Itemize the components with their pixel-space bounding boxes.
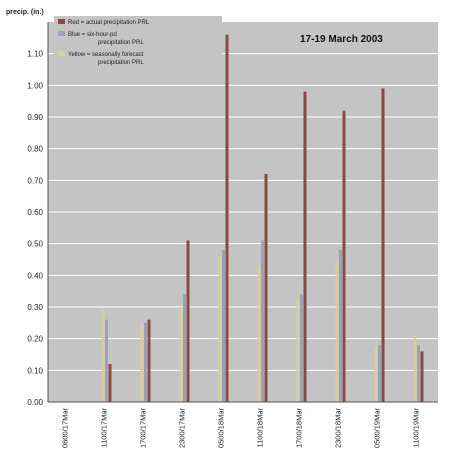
- legend-swatch: [58, 31, 65, 36]
- bars: [101, 34, 424, 403]
- bar: [378, 345, 381, 402]
- bar: [261, 240, 264, 402]
- bar: [264, 174, 268, 402]
- bar: [413, 335, 417, 402]
- legend-label: precipitation PRL: [98, 60, 144, 66]
- x-tick-label: 2300/17Mar: [178, 408, 187, 449]
- bar: [218, 256, 222, 402]
- bar: [300, 294, 303, 402]
- bar: [296, 297, 300, 402]
- bar: [339, 250, 342, 402]
- bar: [420, 351, 424, 402]
- y-tick-label: 0.60: [27, 208, 43, 217]
- y-tick-label: 0.70: [27, 176, 43, 185]
- bar: [179, 307, 183, 402]
- bar: [183, 294, 186, 402]
- bar: [186, 240, 190, 402]
- y-tick-label: 0.30: [27, 303, 43, 312]
- legend-label: Yellow = seasonally forecast: [68, 52, 144, 58]
- bar: [101, 310, 105, 402]
- chart-title: 17-19 March 2003: [300, 34, 383, 45]
- y-tick-label: 0.90: [27, 113, 43, 122]
- bar: [144, 322, 147, 402]
- legend: Red = actual precipitation PRL Blue = six…: [54, 16, 222, 68]
- y-tick-label: 0.80: [27, 145, 43, 154]
- bar: [335, 262, 339, 402]
- bar: [374, 348, 378, 402]
- y-tick-label: 1.00: [27, 81, 43, 90]
- legend-box: [54, 16, 222, 68]
- x-tick-label: 1700/17Mar: [139, 408, 148, 449]
- y-tick-label: 1.10: [27, 50, 43, 59]
- bar: [342, 110, 346, 403]
- bar: [381, 88, 385, 402]
- bar: [147, 319, 151, 402]
- x-tick-label: 1100/19Mar: [412, 408, 421, 448]
- x-tick-label: 0500/18Mar: [217, 408, 226, 449]
- x-tick-label: 0600/17Mar: [61, 408, 70, 449]
- x-tick-label: 1100/17Mar: [100, 408, 109, 448]
- y-tick-label: 0.20: [27, 335, 43, 344]
- y-tick-label: 0.40: [27, 271, 43, 280]
- bar: [140, 322, 144, 402]
- bar: [108, 364, 112, 402]
- x-tick-label: 1700/18Mar: [295, 408, 304, 449]
- x-tick-label: 1100/18Mar: [256, 408, 265, 448]
- bar: [222, 250, 225, 402]
- x-tick-labels: 0600/17Mar 1100/17Mar 1700/17Mar 2300/17Mar…: [61, 408, 421, 449]
- legend-swatch: [58, 51, 65, 56]
- axes: [47, 22, 438, 403]
- gridlines: [48, 53, 438, 371]
- y-axis-label: precip. (in.): [6, 9, 44, 16]
- y-tick-label: 0.00: [27, 398, 43, 407]
- bar: [225, 34, 229, 403]
- bar: [257, 265, 261, 402]
- y-tick-label: 0.10: [27, 366, 43, 375]
- y-tick-label: 0.50: [27, 240, 43, 249]
- legend-label: Red = actual precipitation PRL: [68, 20, 150, 26]
- y-tick-labels: 0.00 0.10 0.20 0.30 0.40 0.50 0.60 0.70 0.80 0.90…: [27, 50, 43, 407]
- legend-label: Blue = six-hour-pd: [68, 32, 117, 38]
- legend-label: precipitation PRL: [98, 40, 144, 46]
- bar: [303, 91, 307, 403]
- bar: [417, 345, 420, 402]
- bar: [105, 319, 108, 402]
- x-tick-label: 2300/18Mar: [334, 408, 343, 449]
- legend-swatch: [58, 19, 65, 24]
- x-tick-label: 0500/19Mar: [373, 408, 382, 449]
